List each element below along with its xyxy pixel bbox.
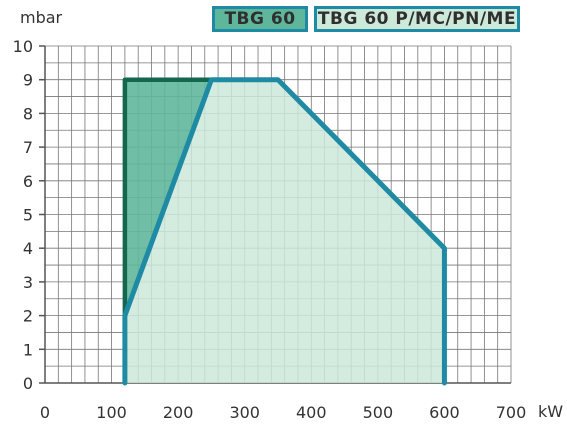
y-tick-label: 9 [23, 71, 33, 90]
x-tick-label: 300 [229, 403, 260, 421]
legend-item-tbg-60-p-mc-pn-me: TBG 60 P/MC/PN/ME [314, 6, 520, 32]
y-tick-label: 10 [13, 37, 33, 56]
x-tick-label: 600 [429, 403, 460, 421]
y-axis-unit-label: mbar [20, 8, 62, 27]
y-tick-label: 6 [23, 172, 33, 191]
x-tick-label: 400 [296, 403, 327, 421]
y-tick-label: 2 [23, 307, 33, 326]
x-tick-label: 700 [496, 403, 527, 421]
y-tick-label: 3 [23, 273, 33, 292]
x-tick-label: 0 [40, 403, 50, 421]
y-tick-label: 1 [23, 340, 33, 359]
x-tick-label: 100 [96, 403, 127, 421]
y-tick-label: 8 [23, 104, 33, 123]
y-tick-label: 0 [23, 374, 33, 393]
y-tick-label: 4 [23, 239, 33, 258]
y-tick-label: 7 [23, 138, 33, 157]
x-tick-label: 500 [363, 403, 394, 421]
x-axis-unit-label: kW [538, 402, 563, 421]
x-tick-label: 200 [163, 403, 194, 421]
y-tick-label: 5 [23, 206, 33, 225]
legend-item-tbg-60: TBG 60 [212, 6, 308, 32]
